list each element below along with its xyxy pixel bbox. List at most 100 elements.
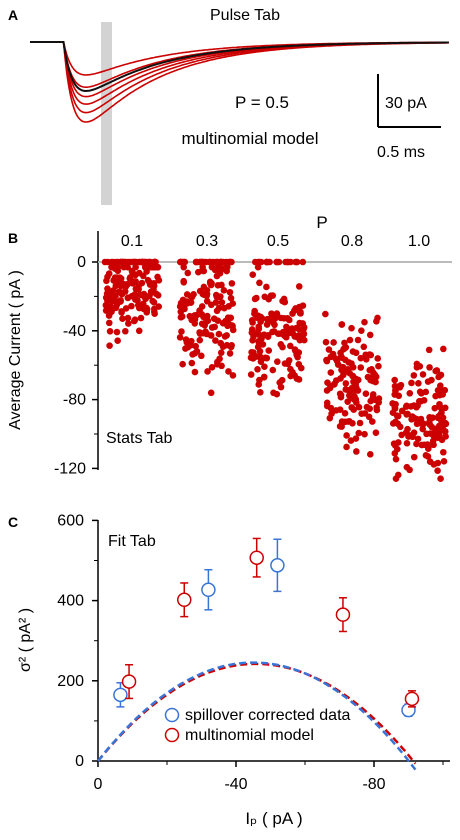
b-dot xyxy=(111,263,119,271)
b-dot xyxy=(179,296,187,304)
b-dot xyxy=(207,389,215,397)
b-dot xyxy=(423,430,430,438)
b-dot xyxy=(223,267,231,275)
b-dot xyxy=(360,343,368,351)
b-dot xyxy=(295,283,303,290)
b-ticks: 0 -40 -80 -120 xyxy=(54,254,98,477)
b-dot xyxy=(440,345,447,353)
b-dot xyxy=(225,303,232,310)
b-dot xyxy=(397,381,405,389)
b-dot xyxy=(201,290,209,298)
b-dot xyxy=(393,412,401,419)
b-dot xyxy=(437,475,444,483)
b-dot xyxy=(355,403,363,411)
b-dot xyxy=(149,297,156,305)
annotation-model: multinomial model xyxy=(182,129,319,148)
b-dot xyxy=(325,346,333,353)
c-ticks: 0 -40 -80 0 200 400 600 xyxy=(57,512,444,793)
b-ytick-label: -120 xyxy=(54,460,86,477)
b-dot xyxy=(392,400,399,408)
c-ytick-label: 200 xyxy=(57,673,84,690)
b-dot xyxy=(346,336,354,344)
b-dot xyxy=(135,327,143,335)
legend-marker-spillover xyxy=(164,707,180,723)
b-dot xyxy=(391,376,398,384)
c-ytick-label: 400 xyxy=(57,593,84,610)
b-dot xyxy=(413,364,421,371)
b-dot xyxy=(106,328,114,335)
b-dot xyxy=(217,349,225,356)
b-dot xyxy=(348,387,355,394)
b-dot xyxy=(424,378,432,385)
b-dot xyxy=(274,330,282,337)
b-dot xyxy=(178,328,185,335)
b-dot xyxy=(357,354,365,362)
b-dot xyxy=(349,419,356,427)
b-dot xyxy=(406,432,413,439)
b-dot xyxy=(180,278,188,286)
b-dot xyxy=(287,365,294,373)
c-ytick-label: 0 xyxy=(75,753,84,770)
b-dot xyxy=(403,463,411,471)
b-dot xyxy=(229,322,236,330)
b-dot xyxy=(124,294,132,302)
b-dot xyxy=(130,317,138,325)
b-dot xyxy=(343,443,350,451)
b-dot xyxy=(354,336,362,344)
b-dot xyxy=(113,328,121,336)
b-dot xyxy=(322,310,329,318)
b-dot xyxy=(104,273,111,281)
c-xtick-label: -80 xyxy=(362,776,385,793)
panel-b: B P 0 -40 -80 -120 0.1 0.3 0.5 0.8 1.0 Average … xyxy=(7,213,452,483)
b-dot xyxy=(108,308,115,315)
b-dot xyxy=(254,263,262,271)
b-dot xyxy=(214,258,222,266)
b-dot xyxy=(261,293,269,301)
b-dot xyxy=(220,286,228,294)
b-dot xyxy=(110,297,118,304)
b-dot xyxy=(123,281,130,289)
b-dot xyxy=(407,403,415,410)
b-dot xyxy=(212,337,219,344)
b-dot xyxy=(118,309,125,316)
b-dot xyxy=(117,258,125,266)
b-dot xyxy=(284,314,291,322)
b-dot xyxy=(254,312,262,319)
b-dot xyxy=(130,278,138,285)
b-dot xyxy=(283,323,290,331)
b-dot xyxy=(250,333,257,340)
b-dot xyxy=(119,315,126,322)
b-dot xyxy=(286,342,294,350)
annotation-p: P = 0.5 xyxy=(235,93,289,112)
b-dot xyxy=(146,258,154,266)
b-dot xyxy=(154,292,162,299)
b-dot xyxy=(219,319,227,327)
b-dot xyxy=(392,475,400,483)
b-dot xyxy=(373,406,381,414)
b-dot xyxy=(184,269,192,277)
data-point xyxy=(113,687,128,703)
b-dot xyxy=(284,360,292,368)
b-dot xyxy=(287,258,294,266)
b-dot xyxy=(248,326,256,333)
traces-group xyxy=(30,41,449,123)
data-point xyxy=(121,674,137,689)
b-dot xyxy=(343,432,350,439)
c-y-label: σ² ( pA² ) xyxy=(17,608,34,672)
b-dot xyxy=(419,425,427,433)
b-dot xyxy=(124,314,132,322)
data-point xyxy=(201,582,216,598)
b-dot xyxy=(202,318,210,326)
c-x-label: Iₚ ( pA ) xyxy=(245,809,302,828)
b-dot xyxy=(415,379,422,387)
b-dot xyxy=(112,304,120,312)
b-dot xyxy=(150,308,158,315)
fit-tab-label: Fit Tab xyxy=(108,533,156,550)
b-dot xyxy=(256,279,263,287)
b-dot xyxy=(176,303,184,310)
p-title: P xyxy=(316,213,327,232)
panel-c-label: C xyxy=(8,514,18,530)
b-dot xyxy=(375,362,382,370)
b-dot xyxy=(223,332,230,339)
